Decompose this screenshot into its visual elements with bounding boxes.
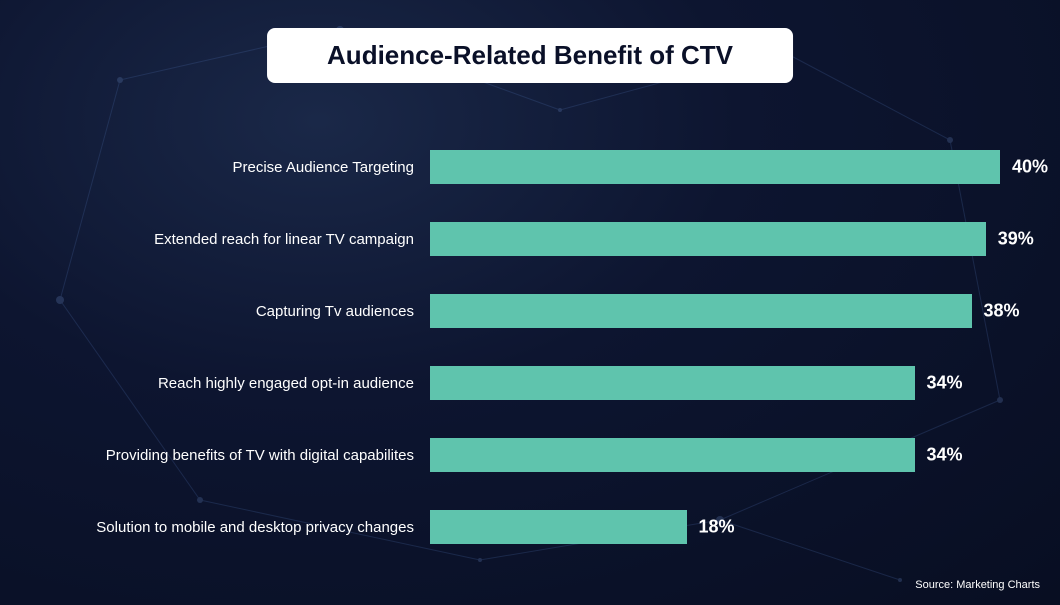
bar-value: 18%	[699, 517, 735, 538]
bar-row: Reach highly engaged opt-in audience34%	[80, 356, 1000, 410]
bar-fill: 39%	[430, 222, 986, 256]
bar-fill: 40%	[430, 150, 1000, 184]
bar-label: Capturing Tv audiences	[80, 303, 430, 320]
bar-fill: 34%	[430, 366, 915, 400]
bar-value: 38%	[984, 301, 1020, 322]
bar-track: 34%	[430, 366, 1000, 400]
bar-value: 34%	[927, 445, 963, 466]
bar-chart: Precise Audience Targeting40% Extended re…	[80, 140, 1000, 545]
bar-track: 40%	[430, 150, 1000, 184]
bar-track: 18%	[430, 510, 1000, 544]
bar-track: 39%	[430, 222, 1000, 256]
bar-row: Extended reach for linear TV campaign39%	[80, 212, 1000, 266]
bar-track: 38%	[430, 294, 1000, 328]
bar-value: 34%	[927, 373, 963, 394]
chart-title: Audience-Related Benefit of CTV	[327, 40, 733, 71]
bar-value: 40%	[1012, 157, 1048, 178]
bar-label: Extended reach for linear TV campaign	[80, 231, 430, 248]
bar-row: Precise Audience Targeting40%	[80, 140, 1000, 194]
bar-label: Precise Audience Targeting	[80, 159, 430, 176]
bar-fill: 34%	[430, 438, 915, 472]
bar-row: Solution to mobile and desktop privacy c…	[80, 500, 1000, 554]
bar-fill: 38%	[430, 294, 972, 328]
title-container: Audience-Related Benefit of CTV	[267, 28, 793, 83]
bar-label: Providing benefits of TV with digital ca…	[80, 447, 430, 464]
bar-track: 34%	[430, 438, 1000, 472]
bar-label: Reach highly engaged opt-in audience	[80, 375, 430, 392]
bar-fill: 18%	[430, 510, 687, 544]
bar-value: 39%	[998, 229, 1034, 250]
bar-row: Capturing Tv audiences38%	[80, 284, 1000, 338]
source-attribution: Source: Marketing Charts	[915, 579, 1040, 591]
bar-label: Solution to mobile and desktop privacy c…	[80, 519, 430, 536]
bar-row: Providing benefits of TV with digital ca…	[80, 428, 1000, 482]
